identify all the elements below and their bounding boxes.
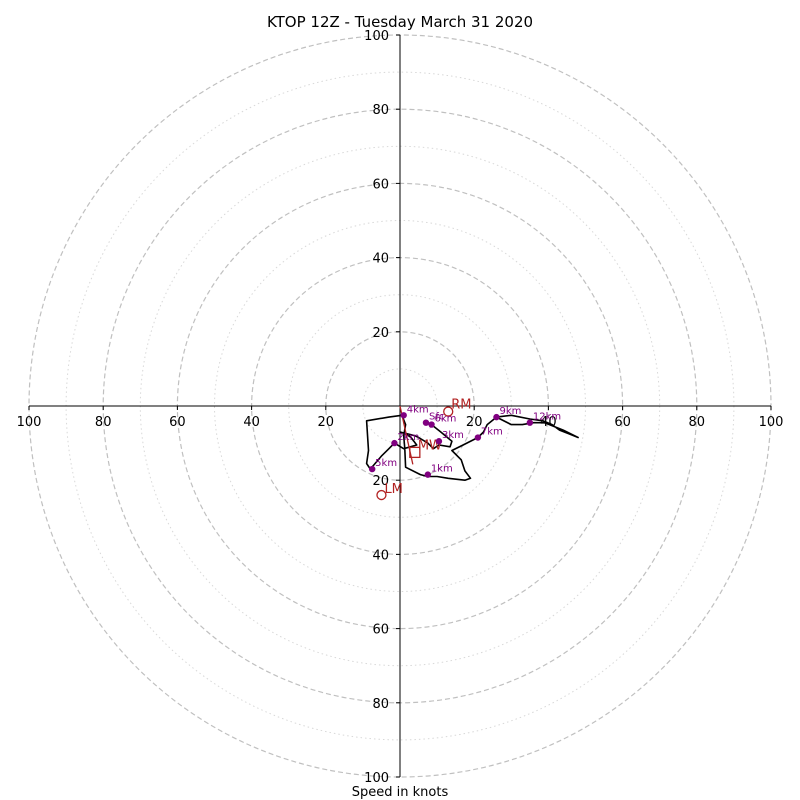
x-tick-label: 60 <box>169 415 186 430</box>
level-label-12km: 12km <box>533 412 561 423</box>
level-label-2km: 2km <box>397 432 419 443</box>
level-point-4km <box>400 412 407 419</box>
y-tick-label: 100 <box>364 29 389 44</box>
y-tick-label: 80 <box>372 103 389 118</box>
level-label-1km: 1km <box>431 464 453 475</box>
y-tick-label: 20 <box>372 326 389 341</box>
level-point-3km <box>435 438 443 445</box>
level-label-4km: 4km <box>407 404 429 415</box>
x-tick-label: 60 <box>614 415 631 430</box>
level-label-9km: 9km <box>499 406 521 417</box>
y-tick-label: 100 <box>364 771 389 786</box>
rm-label: RM <box>451 398 471 413</box>
level-point-2km <box>391 439 398 447</box>
y-tick-label: 60 <box>372 177 389 192</box>
x-tick-label: 100 <box>17 415 42 430</box>
level-label-Sfc: Sfc <box>429 412 444 423</box>
lm-marker <box>376 489 387 501</box>
level-label-3km: 3km <box>442 430 464 441</box>
y-tick-label: 40 <box>372 252 389 267</box>
y-tick-labels: 100 80 60 40 20 20 40 60 80 100 <box>364 29 400 786</box>
x-tick-label: 80 <box>689 415 706 430</box>
x-tick-label: 100 <box>759 415 784 430</box>
level-point-7km <box>474 434 482 441</box>
hodograph-trace <box>365 414 579 482</box>
x-tick-label: 20 <box>318 415 335 430</box>
level-points: Sfc 1km 2km 3km 4km 5km 6km 7km 9km 12km <box>368 404 561 478</box>
level-label-7km: 7km <box>481 427 503 438</box>
level-label-5km: 5km <box>375 458 397 469</box>
y-tick-label: 40 <box>372 548 389 563</box>
level-point-12km <box>526 419 534 426</box>
x-axis-label: Speed in knots <box>352 785 449 800</box>
x-tick-labels: 100 80 60 40 20 20 40 60 80 100 <box>17 406 784 430</box>
chart-title: KTOP 12Z - Tuesday March 31 2020 <box>267 13 533 31</box>
x-tick-label: 20 <box>466 415 483 430</box>
lm-label: LM <box>384 482 402 497</box>
rm-marker <box>443 406 454 417</box>
level-point-1km <box>424 471 432 478</box>
level-point-9km <box>493 413 500 421</box>
y-tick-label: 60 <box>372 623 389 638</box>
x-tick-label: 40 <box>243 415 260 430</box>
level-point-Sfc <box>422 419 430 426</box>
y-tick-label: 20 <box>372 474 389 489</box>
wind-trace <box>365 414 579 482</box>
x-tick-label: 80 <box>95 415 112 430</box>
level-point-5km <box>368 465 376 473</box>
y-tick-label: 80 <box>372 697 389 712</box>
level-point-6km <box>428 421 435 428</box>
level-label-6km: 6km <box>435 414 457 425</box>
